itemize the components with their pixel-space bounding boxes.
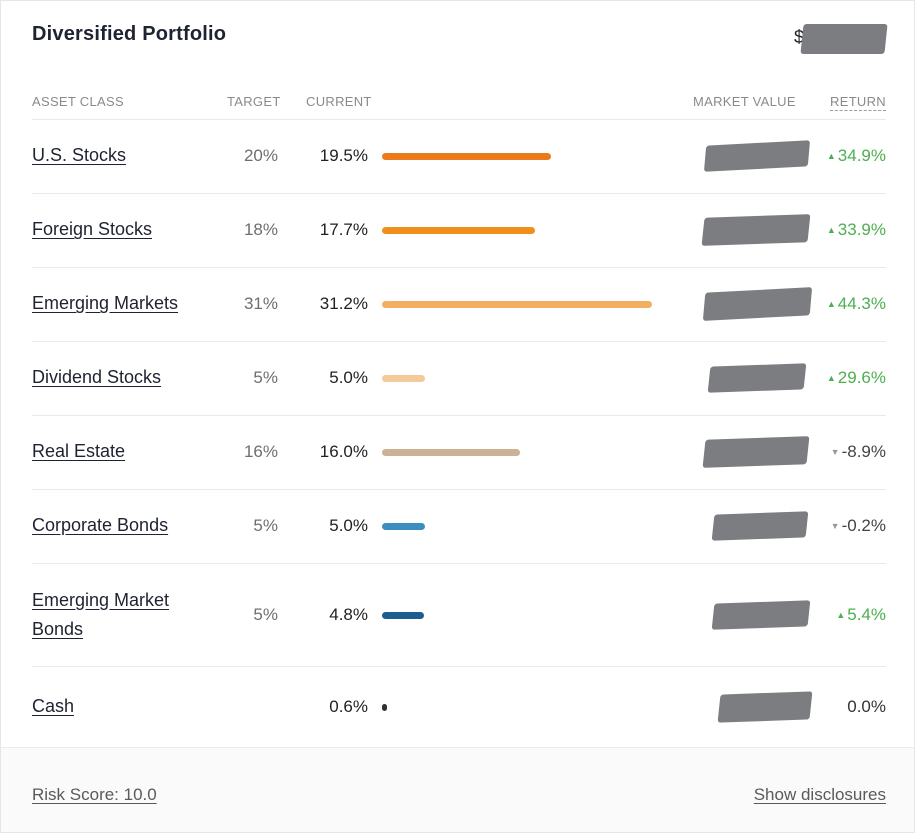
portfolio-header: Diversified Portfolio $	[32, 23, 888, 54]
col-asset-class: ASSET CLASS	[32, 94, 124, 109]
asset-class-link[interactable]: Foreign Stocks	[32, 215, 152, 244]
asset-name-line1: Cash	[32, 695, 75, 716]
market-value-redacted	[711, 511, 809, 541]
return-percent: 34.9%	[837, 146, 886, 165]
market-value-redacted	[702, 287, 813, 321]
current-allocation: 19.5%	[319, 146, 368, 165]
row-divider	[32, 193, 886, 194]
return-value: ▲ 34.9%	[827, 146, 886, 166]
asset-class-link[interactable]: U.S. Stocks	[32, 141, 126, 170]
asset-name-line1: Foreign Stocks	[32, 219, 153, 239]
market-value-redacted	[707, 363, 807, 393]
market-value-redacted	[717, 690, 813, 723]
row-divider	[32, 119, 886, 120]
market-value-redacted	[703, 140, 811, 172]
asset-name-line1: Emerging Market	[32, 589, 170, 610]
target-allocation: 31%	[243, 294, 278, 313]
asset-class-link[interactable]: Corporate Bonds	[32, 511, 168, 540]
redacted-total	[800, 24, 888, 54]
target-allocation: 5%	[253, 368, 278, 387]
col-market-value: MARKET VALUE	[693, 94, 796, 109]
return-percent: 5.4%	[847, 604, 886, 624]
asset-class-link[interactable]: Cash	[32, 692, 74, 721]
return-percent: 29.6%	[837, 368, 886, 387]
portfolio-footer: Risk Score: 10.0 Show disclosures	[1, 747, 914, 832]
triangle-up-icon: ▲	[826, 373, 836, 383]
asset-name-line1: Emerging Markets	[32, 293, 179, 313]
triangle-up-icon: ▲	[826, 151, 836, 161]
return-value: ▼ -0.2%	[831, 516, 886, 536]
asset-name-line1: Corporate Bonds	[32, 515, 169, 535]
return-percent: 44.3%	[837, 294, 886, 313]
asset-class-link[interactable]: Emerging Market Bonds	[32, 586, 169, 644]
return-value: ▲ 33.9%	[827, 220, 886, 240]
col-return[interactable]: RETURN	[830, 94, 886, 111]
return-value: ▼ -8.9%	[831, 442, 886, 462]
asset-class-link[interactable]: Emerging Markets	[32, 289, 178, 318]
return-percent: 33.9%	[837, 220, 886, 239]
return-value: 0.0%	[847, 697, 886, 717]
risk-score-link[interactable]: Risk Score: 10.0	[32, 785, 157, 804]
return-value: ▲ 5.4%	[836, 605, 886, 625]
asset-class-link[interactable]: Real Estate	[32, 437, 125, 466]
triangle-up-icon: ▲	[826, 299, 836, 309]
target-allocation: 5%	[253, 516, 278, 535]
row-divider	[32, 415, 886, 416]
asset-class-link[interactable]: Dividend Stocks	[32, 363, 161, 392]
return-percent: -0.2%	[841, 516, 886, 535]
triangle-up-icon: ▲	[836, 609, 846, 620]
allocation-bar	[382, 703, 388, 711]
triangle-down-icon: ▼	[830, 521, 840, 531]
allocation-bar	[382, 153, 551, 160]
current-allocation: 17.7%	[319, 220, 368, 239]
total-currency-symbol: $	[794, 27, 805, 47]
target-allocation: 20%	[243, 146, 278, 165]
market-value-redacted	[702, 436, 810, 468]
target-allocation: 16%	[243, 442, 278, 461]
asset-name-line1: Dividend Stocks	[32, 367, 162, 387]
market-value-redacted	[701, 214, 811, 246]
return-percent: 0.0%	[847, 696, 886, 716]
allocation-bar	[382, 227, 536, 234]
col-target: TARGET	[227, 94, 281, 109]
allocation-bar	[382, 449, 521, 456]
portfolio-title: Diversified Portfolio	[32, 23, 227, 45]
row-divider	[32, 563, 886, 564]
show-disclosures-link[interactable]: Show disclosures	[753, 785, 886, 804]
allocation-bar	[382, 523, 426, 530]
col-current: CURRENT	[306, 94, 372, 109]
triangle-down-icon: ▼	[830, 447, 840, 457]
triangle-up-icon: ▲	[826, 225, 836, 235]
target-allocation: 18%	[243, 220, 278, 239]
current-allocation: 4.8%	[329, 604, 368, 624]
asset-name-line1: Real Estate	[32, 441, 126, 461]
current-allocation: 5.0%	[329, 516, 368, 535]
row-divider	[32, 666, 886, 667]
return-value: ▲ 29.6%	[827, 368, 886, 388]
current-allocation: 31.2%	[319, 294, 368, 313]
portfolio-total-value: $	[794, 24, 888, 54]
asset-name-line1: U.S. Stocks	[32, 145, 127, 165]
allocation-bar	[382, 301, 652, 308]
market-value-redacted	[711, 599, 811, 630]
row-divider	[32, 341, 886, 342]
current-allocation: 16.0%	[319, 442, 368, 461]
asset-name-line2: Bonds	[32, 618, 84, 639]
return-value: ▲ 44.3%	[827, 294, 886, 314]
current-allocation: 0.6%	[329, 696, 368, 716]
target-allocation: 5%	[253, 604, 278, 624]
allocation-bar	[382, 375, 426, 382]
return-percent: -8.9%	[841, 442, 886, 461]
row-divider	[32, 489, 886, 490]
current-allocation: 5.0%	[329, 368, 368, 387]
row-divider	[32, 267, 886, 268]
allocation-bar	[382, 611, 424, 619]
